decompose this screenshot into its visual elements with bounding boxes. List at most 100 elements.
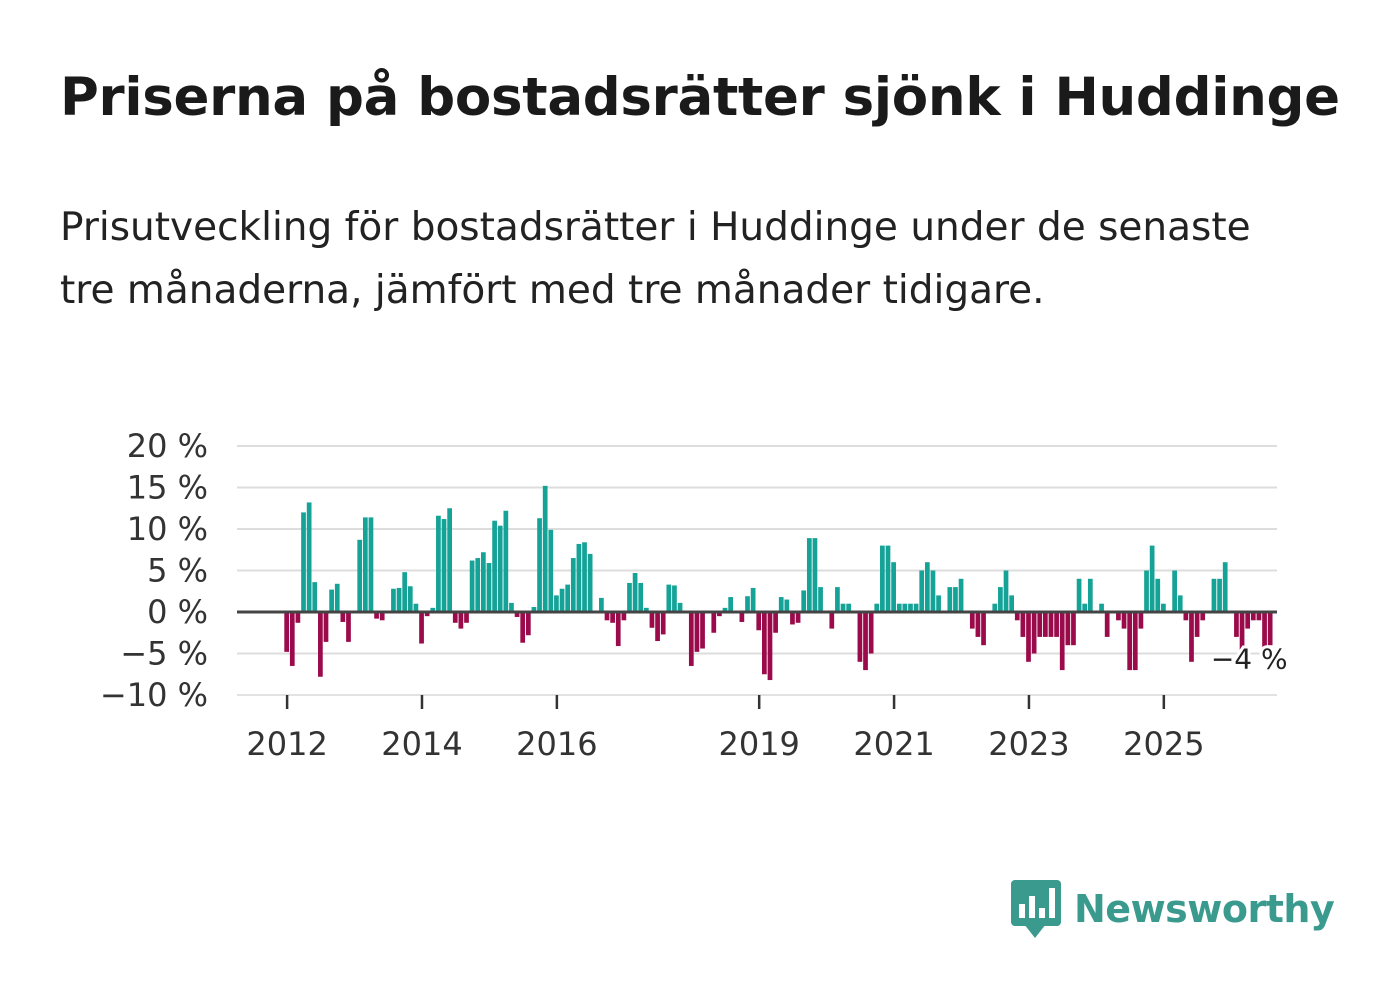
bar <box>627 582 632 612</box>
bar <box>919 570 925 612</box>
bar <box>885 545 891 612</box>
bar <box>1026 612 1031 662</box>
bar <box>548 529 554 612</box>
bar <box>379 612 385 621</box>
bar <box>913 603 919 612</box>
bar <box>1239 612 1245 662</box>
bar <box>362 517 368 612</box>
bar <box>1250 612 1256 621</box>
bar <box>840 603 846 612</box>
bar <box>1189 612 1194 662</box>
bar <box>1256 612 1262 621</box>
bar <box>391 588 396 612</box>
bar <box>329 589 334 612</box>
bar <box>812 538 818 612</box>
bar <box>632 572 638 612</box>
bar <box>582 542 587 612</box>
bar <box>306 502 312 612</box>
x-tick-label: 2012 <box>246 725 327 763</box>
bar <box>503 510 509 612</box>
bar <box>643 607 649 612</box>
bar <box>806 538 812 612</box>
bar <box>1020 612 1026 637</box>
bar <box>1245 612 1251 629</box>
bar <box>998 587 1003 612</box>
chart-subtitle: Prisutveckling för bostadsrätter i Huddi… <box>60 205 1251 313</box>
bar <box>486 563 492 612</box>
bar <box>284 612 290 652</box>
x-tick-label: 2014 <box>381 725 462 763</box>
bar <box>436 515 441 612</box>
bar <box>525 612 531 636</box>
y-tick-label: 0 % <box>147 593 208 631</box>
bar <box>1127 612 1133 671</box>
bar <box>402 572 408 612</box>
bar <box>554 595 559 612</box>
bar <box>1172 570 1177 612</box>
bar <box>610 612 615 623</box>
bar <box>1138 612 1144 629</box>
bar <box>447 508 452 612</box>
bar <box>520 612 526 643</box>
bar <box>1104 612 1110 637</box>
bar <box>975 612 981 637</box>
bar <box>818 587 823 612</box>
bar <box>323 612 329 642</box>
bar <box>902 603 908 612</box>
bar <box>419 612 424 644</box>
bar <box>835 587 840 612</box>
bar <box>660 612 666 635</box>
bar <box>863 612 868 671</box>
bar <box>1177 595 1183 612</box>
bar <box>340 612 346 622</box>
bar <box>880 545 885 612</box>
bar <box>672 585 677 612</box>
bar <box>604 612 610 621</box>
bar <box>1155 578 1161 612</box>
bar <box>1071 612 1076 646</box>
bar <box>750 587 756 612</box>
bar <box>1116 612 1121 621</box>
bar <box>655 612 660 642</box>
bar <box>1082 603 1088 612</box>
y-tick-label: 10 % <box>127 510 208 548</box>
bar <box>424 612 430 617</box>
bar <box>1076 578 1082 612</box>
newsworthy-logo-icon <box>1011 880 1061 938</box>
bar-chart: 20 % 15 %10 % 5 %0 % −5 %−10 % 2012 2014 2016 2… <box>100 427 1291 763</box>
x-tick-label: 2025 <box>1123 725 1204 763</box>
bar <box>666 584 672 612</box>
bar <box>458 612 464 629</box>
bar <box>407 586 413 612</box>
bar <box>469 560 475 612</box>
bar <box>1149 545 1155 612</box>
bar <box>334 583 340 612</box>
bar <box>615 612 621 647</box>
bar <box>1065 612 1071 646</box>
bar <box>778 597 784 612</box>
bar <box>1043 612 1048 637</box>
x-tick-label: 2021 <box>853 725 934 763</box>
bar <box>396 587 402 612</box>
chart-title: Priserna på bostadsrätter sjönk i Huddin… <box>60 67 1340 128</box>
bar <box>874 603 880 612</box>
bar <box>908 603 913 612</box>
bar <box>1222 562 1228 612</box>
bar <box>846 603 852 612</box>
bar <box>953 587 958 612</box>
bar <box>829 612 835 629</box>
bar <box>413 603 419 612</box>
bar <box>464 612 469 623</box>
bar <box>481 552 486 612</box>
y-tick-label: 20 % <box>127 427 208 465</box>
bar <box>857 612 863 662</box>
bars <box>284 485 1273 681</box>
bar <box>346 612 351 642</box>
bar <box>368 517 374 612</box>
bar <box>930 570 936 612</box>
bar <box>722 607 728 612</box>
bar <box>565 584 571 612</box>
bar <box>1217 578 1222 612</box>
bar <box>868 612 874 654</box>
bar <box>762 612 767 675</box>
